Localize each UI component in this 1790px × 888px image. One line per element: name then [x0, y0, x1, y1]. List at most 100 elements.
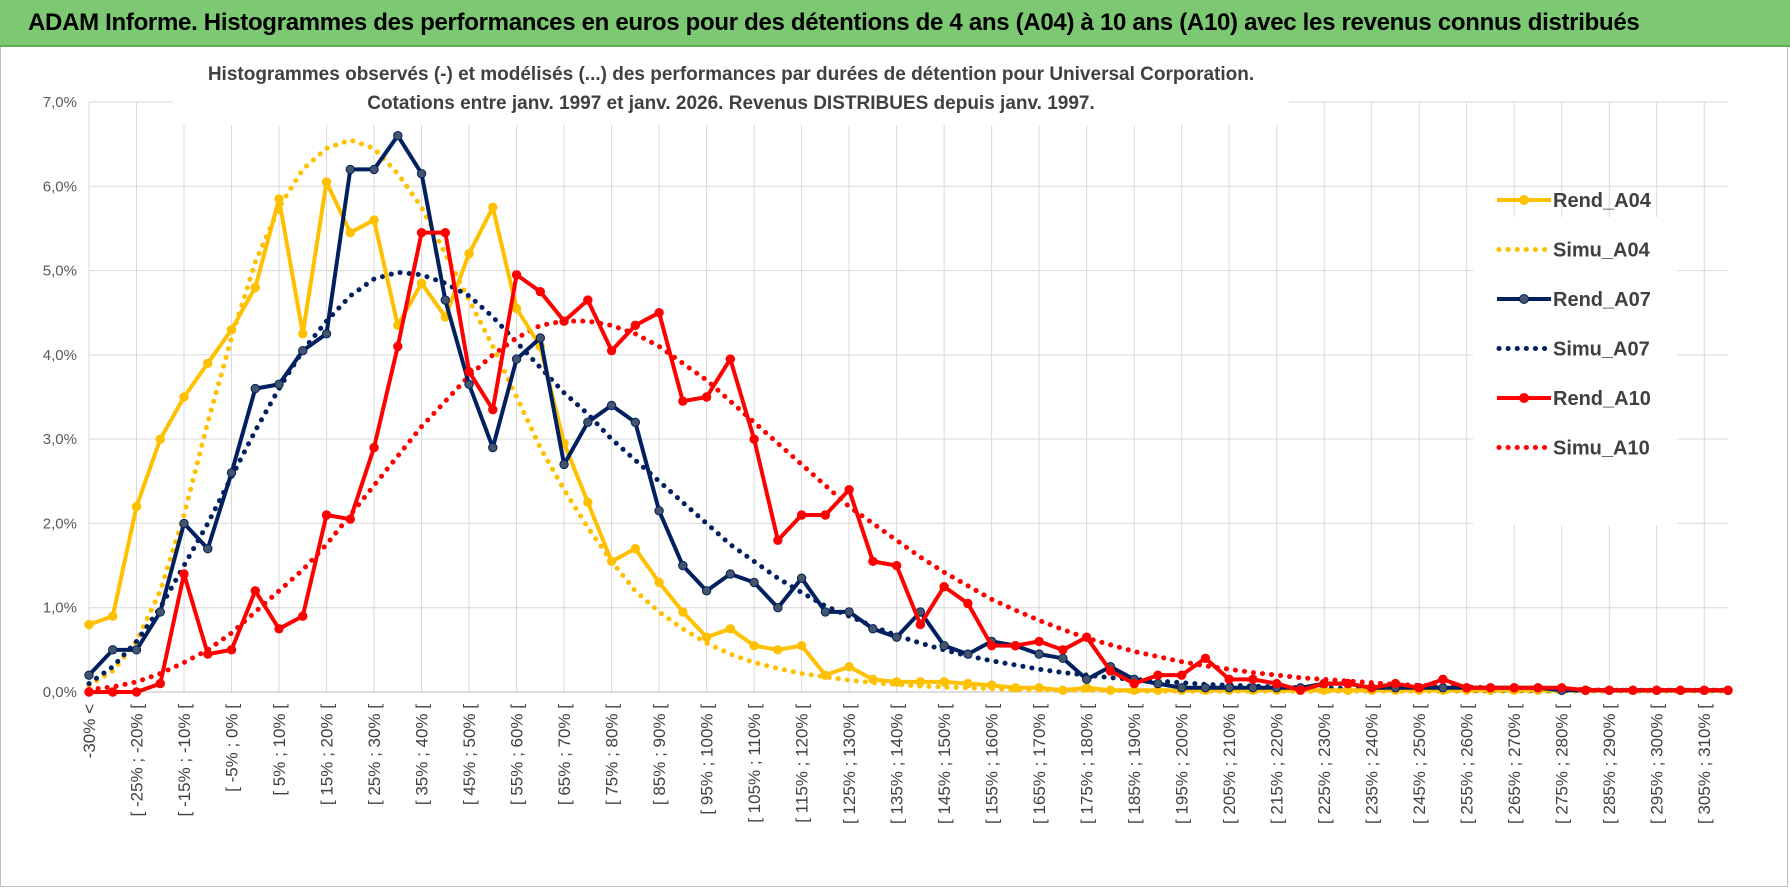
- data-point: [630, 320, 641, 331]
- legend-label: Simu_A10: [1553, 438, 1650, 460]
- x-tick-label: [ 35% ; 40% [: [413, 704, 432, 805]
- x-tick-label: [ 45% ; 50% [: [460, 704, 479, 805]
- data-point: [321, 510, 332, 520]
- legend-item-Simu_A10: Simu_A10: [1496, 438, 1650, 460]
- data-point: [701, 586, 712, 596]
- data-point: [749, 434, 759, 444]
- series-Simu_A07: [86, 269, 1731, 693]
- series-line-Simu_A07: [86, 269, 1731, 693]
- data-point: [583, 295, 593, 305]
- data-point: [1034, 649, 1044, 659]
- data-point: [393, 341, 403, 352]
- legend-item-Rend_A04: Rend_A04: [1497, 190, 1652, 212]
- data-point: [1129, 678, 1139, 689]
- data-point: [725, 569, 736, 579]
- data-point: [606, 400, 617, 411]
- data-point: [1200, 653, 1211, 663]
- data-point: [1153, 678, 1163, 689]
- data-point: [84, 619, 94, 630]
- data-point: [203, 649, 213, 659]
- series-line-Rend_A04: [88, 180, 1728, 693]
- chart-title-background: [173, 57, 1289, 125]
- data-point: [986, 640, 997, 651]
- x-tick-label: [ 245% ; 250% [: [1410, 704, 1429, 824]
- x-tick-label: [ -15% ; -10% [: [175, 704, 194, 817]
- data-point: [1034, 636, 1044, 647]
- data-point: [131, 501, 142, 512]
- x-tick-label: [ 305% ; 310% [: [1695, 704, 1714, 824]
- banner-title: ADAM Informe. Histogrammes des performan…: [28, 9, 1640, 36]
- data-point: [511, 354, 522, 364]
- series-Rend_A10: [84, 227, 1733, 697]
- legend-label: Rend_A04: [1553, 190, 1652, 212]
- x-tick-label: [ 25% ; 30% [: [365, 704, 384, 805]
- gridlines: [88, 101, 1728, 693]
- y-tick-label: 1,0%: [43, 600, 77, 617]
- x-tick-label: [ 115% ; 120% [: [793, 704, 812, 823]
- legend-marker: [1519, 393, 1529, 403]
- data-point: [1438, 683, 1448, 693]
- data-point: [796, 573, 807, 583]
- legend-item-Simu_A04: Simu_A04: [1496, 240, 1651, 262]
- data-point: [416, 168, 427, 179]
- legend-label: Simu_A07: [1553, 339, 1650, 361]
- x-tick-label: [ 185% ; 190% [: [1125, 704, 1144, 824]
- data-point: [274, 379, 284, 390]
- data-point: [939, 640, 949, 651]
- data-point: [630, 544, 641, 554]
- data-point: [416, 278, 427, 288]
- data-point: [1248, 683, 1258, 693]
- data-point: [606, 345, 617, 356]
- data-point: [939, 581, 949, 592]
- legend-item-Rend_A07: Rend_A07: [1497, 289, 1651, 311]
- data-point: [1034, 683, 1044, 693]
- data-point: [749, 640, 759, 651]
- data-point: [725, 624, 736, 634]
- data-point: [345, 514, 355, 524]
- x-axis-ticks: -30% < [ -25% ; -20% [[ -15% ; -10% [[ -5…: [80, 704, 1714, 824]
- legend-background: [1473, 217, 1677, 525]
- data-point: [820, 607, 831, 617]
- data-point: [1319, 678, 1329, 689]
- data-point: [796, 640, 807, 651]
- data-point: [511, 270, 522, 280]
- data-point: [345, 164, 355, 175]
- x-tick-label: [ 265% ; 270% [: [1505, 704, 1524, 824]
- data-point: [321, 329, 332, 339]
- data-point: [986, 680, 997, 690]
- x-tick-label: [ 95% ; 100% [: [698, 704, 717, 815]
- data-point: [535, 333, 546, 343]
- data-point: [678, 560, 688, 571]
- data-point: [1675, 685, 1686, 696]
- data-point: [1010, 640, 1021, 651]
- data-point: [203, 358, 213, 368]
- data-point: [1414, 683, 1424, 693]
- x-tick-label: [ 195% ; 200% [: [1173, 704, 1192, 824]
- x-tick-label: [ 275% ; 280% [: [1553, 704, 1572, 824]
- data-point: [369, 442, 379, 453]
- y-tick-label: 4,0%: [43, 347, 77, 364]
- x-tick-label: [ 285% ; 290% [: [1600, 704, 1619, 824]
- series-line-Rend_A07: [87, 133, 1728, 693]
- y-tick-label: 6,0%: [43, 178, 77, 195]
- data-point: [1462, 683, 1472, 693]
- x-tick-label: [ 85% ; 90% [: [650, 704, 669, 805]
- x-tick-label: [ 125% ; 130% [: [840, 704, 859, 824]
- data-point: [203, 544, 213, 554]
- data-point: [915, 619, 926, 630]
- data-point: [654, 506, 664, 516]
- data-point: [915, 677, 926, 687]
- legend-label: Rend_A10: [1553, 388, 1651, 410]
- chart-frame: 0,0% 1,0% 2,0% 3,0% 4,0% 5,0% 6,0% 7,0% -30% < […: [0, 47, 1788, 887]
- legend-item-Rend_A10: Rend_A10: [1497, 388, 1651, 410]
- data-point: [1533, 683, 1543, 693]
- x-tick-label: [ 65% ; 70% [: [555, 704, 574, 805]
- data-point: [464, 367, 474, 377]
- y-tick-label: 7,0%: [43, 94, 77, 111]
- x-tick-label: [ 15% ; 20% [: [318, 704, 337, 805]
- data-point: [369, 164, 379, 175]
- data-point: [250, 383, 260, 394]
- data-point: [345, 227, 355, 238]
- data-point: [274, 194, 284, 204]
- y-tick-label: 3,0%: [43, 431, 77, 448]
